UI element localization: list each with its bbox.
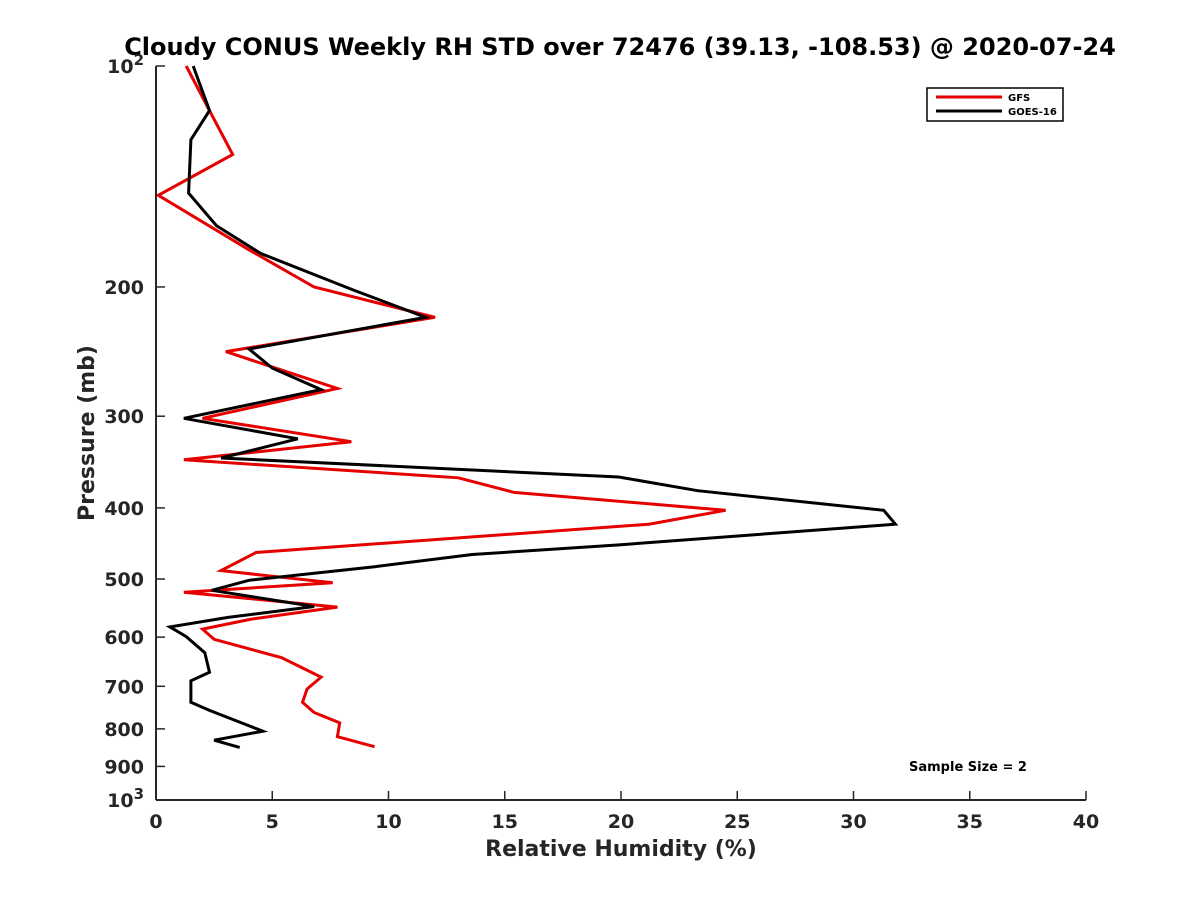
y-tick-label: 700 — [104, 676, 144, 698]
y-tick-label: 103 — [107, 785, 144, 812]
y-tick-label: 102 — [107, 51, 144, 78]
plot-area — [156, 66, 1086, 800]
y-tick-label: 800 — [104, 719, 144, 741]
x-tick-label: 20 — [608, 811, 634, 833]
legend-label-gfs: GFS — [1008, 93, 1030, 104]
chart-title: Cloudy CONUS Weekly RH STD over 72476 (3… — [124, 33, 1116, 61]
x-tick-label: 10 — [375, 811, 401, 833]
y-axis-label: Pressure (mb) — [75, 345, 100, 521]
y-tick-label: 900 — [104, 756, 144, 778]
x-tick-label: 25 — [724, 811, 750, 833]
y-tick-label: 400 — [104, 498, 144, 520]
sample-size-annotation: Sample Size = 2 — [909, 760, 1027, 775]
x-tick-label: 5 — [266, 811, 279, 833]
x-axis-ticks: 0 5 10 15 20 25 30 35 40 — [149, 791, 1099, 833]
x-tick-label: 40 — [1073, 811, 1099, 833]
y-tick-label: 600 — [104, 627, 144, 649]
series-line-gfs — [155, 65, 726, 749]
y-axis-ticks: 102 200 300 400 500 600 700 800 900 103 — [104, 51, 165, 812]
y-tick-label: 500 — [104, 569, 144, 591]
y-tick-label: 200 — [104, 277, 144, 299]
legend-label-goes16: GOES-16 — [1008, 107, 1057, 118]
x-axis-label: Relative Humidity (%) — [485, 837, 757, 862]
x-tick-label: 30 — [840, 811, 866, 833]
series-line-goes16 — [165, 65, 899, 749]
legend-box — [926, 87, 1064, 122]
y-tick-label: 300 — [104, 406, 144, 428]
legend: GFS GOES-16 — [926, 87, 1064, 122]
x-tick-label: 0 — [149, 811, 162, 833]
x-tick-label: 35 — [957, 811, 983, 833]
series-layer — [155, 65, 899, 749]
x-tick-label: 15 — [492, 811, 518, 833]
